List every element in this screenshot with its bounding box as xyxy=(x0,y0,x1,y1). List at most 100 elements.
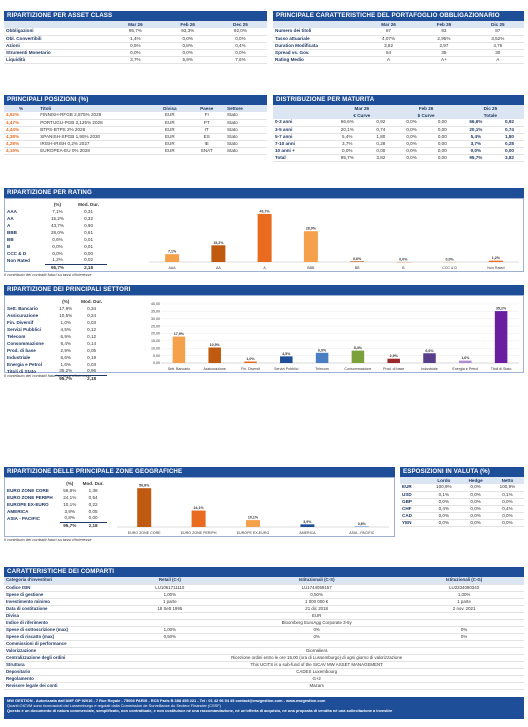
col-header: Totale xyxy=(456,112,524,119)
bar-3 xyxy=(300,524,315,527)
row-label: A xyxy=(7,222,11,228)
bar-0 xyxy=(137,488,152,527)
table-row: Obl. Convertibili 1,4% 0,0% 0,0% xyxy=(4,35,267,43)
table-row: Spese di sottoscrizione (max) 1,00% 0% 0% xyxy=(4,626,524,634)
cell-value: 0% xyxy=(229,633,405,641)
row-label: BBB xyxy=(7,229,17,235)
data-label: 3,9% xyxy=(303,520,312,524)
cell-value: 21 dic 2018 xyxy=(229,605,405,613)
cell-value: 1,00% xyxy=(110,591,230,599)
footer-line-3: Questo è un documento di natura commerci… xyxy=(7,708,393,713)
y-tick-label: 0,00 xyxy=(153,361,160,365)
data-label: 1,2% xyxy=(492,256,501,260)
maturity-panel: DISTRIBUZIONE PER MATURITA Mar 26 Feb 26 D… xyxy=(273,95,524,162)
x-tick-label: AAA xyxy=(169,266,177,270)
col-header: Titoli xyxy=(38,105,152,112)
cell-value: 92,0% xyxy=(213,28,267,36)
table-row: EURO ZONE PERIPH 24,1% 0,54 xyxy=(5,494,107,501)
x-tick-label: ASIA - PACIFIC xyxy=(349,531,374,535)
row-label: Spread vs. Gov. xyxy=(273,49,361,57)
cell-value: 0,0% xyxy=(490,512,524,520)
cell-value: 0,0% xyxy=(395,126,428,134)
col-header: $ Curve xyxy=(395,112,457,119)
cell-value: 0,0% xyxy=(395,140,428,148)
col-header: Feb 26 xyxy=(416,21,472,28)
cell-value: 0,0% xyxy=(213,49,267,57)
row-label: Liquidità xyxy=(4,56,110,64)
table-row: 4,62% FINNISH-RFGB 2,875% 2029 EUR FI Stato xyxy=(4,112,267,120)
maturity-table: Mar 26 Feb 26 Dic 25 € Curve $ Curve Totale … xyxy=(273,105,524,162)
cell-value: 0,22 xyxy=(88,501,98,507)
cell-value: 0,0% xyxy=(427,512,461,520)
position-weight: 4,28% xyxy=(4,140,39,148)
row-label: Rating Medio xyxy=(273,56,361,64)
sectors-panel: RIPARTIZIONE DEI PRINCIPALI SETTORI (%) M… xyxy=(4,285,524,382)
row-label: USD xyxy=(400,491,428,499)
table-row: Obbligazioni 95,7% 93,3% 92,0% xyxy=(4,28,267,36)
bar-0 xyxy=(172,336,186,363)
cell-value: 0,0% xyxy=(490,519,524,527)
compart-table: Categoria d'investitori Retail (C-I) Istit… xyxy=(4,577,524,690)
table-row: Regolamento G+2 xyxy=(4,675,524,683)
position-weight: 4,19% xyxy=(4,147,39,155)
table-row: BB 0,6% 0,01 xyxy=(5,236,107,243)
bar-1 xyxy=(208,347,221,363)
cell-value: 0,50% xyxy=(110,633,230,641)
cell-value: 1,4% xyxy=(109,35,162,43)
row-label: Titoli di Stato xyxy=(7,368,37,374)
row-label: 0-3 anni xyxy=(273,119,329,127)
cell-value: 30 xyxy=(471,49,524,57)
table-row: EUR 100,9% 0,0% 100,9% xyxy=(400,484,524,492)
cell-value: 0,00 xyxy=(427,140,457,148)
cell-value xyxy=(404,654,524,662)
table-row: Consommazione 8,4% 0,14 xyxy=(5,340,107,347)
cell-value: This UCITS is a sub-fund of the SICAV MW… xyxy=(229,661,405,669)
total-value: 95,7% xyxy=(55,374,77,382)
cell-value: 0,8% xyxy=(64,515,75,521)
table-row: 4,28% IRISH-IRISH 0,2% 2027 EUR IE Stato xyxy=(4,140,267,148)
cell-value: 0,0% xyxy=(395,147,428,155)
table-row: CAD 0,0% 0,0% 0,0% xyxy=(400,512,524,520)
positions-panel: PRINCIPALI POSIZIONI (%) % Titoli Divisa Pa… xyxy=(4,95,267,155)
cell-value: A+ xyxy=(416,56,472,64)
cell-value xyxy=(404,640,524,648)
cell-value: BTPS-BTPS 2% 2028 xyxy=(38,126,152,134)
cell-value: 20,1% xyxy=(328,126,367,134)
cell-value: LU1744059157 xyxy=(229,584,405,592)
rating-panel: RIPARTIZIONE PER RATING (%) Mod. Dur. AAA… xyxy=(4,188,524,277)
cell-value: 0,00 xyxy=(427,119,457,127)
footer: MW GESTION - Autorizzata dall'AMF GP 920… xyxy=(4,697,524,719)
cell-value xyxy=(110,647,230,655)
table-row: Prod. di base 2,9% 0,05 xyxy=(5,347,107,354)
row-label: Telecom xyxy=(7,333,26,339)
cell-value: 93,3% xyxy=(161,28,214,36)
cell-value: 0,4% xyxy=(427,505,461,513)
data-label: 35,2% xyxy=(496,307,507,311)
cell-value: 1 000 000 € xyxy=(229,598,405,606)
data-label: 8,4% xyxy=(354,346,363,350)
row-label: Spese di sottoscrizione (max) xyxy=(4,626,111,634)
data-label: 28,0% xyxy=(306,227,317,231)
bar-9 xyxy=(494,311,508,363)
table-row: 5-7 anni 5,4% 1,80 0,0% 0,00 5,4% 1,80 xyxy=(273,133,524,141)
cell-value: EUR xyxy=(229,612,405,620)
x-tick-label: Titoli di Stato xyxy=(491,367,512,371)
col-header: Netto xyxy=(490,477,524,484)
bar-4 xyxy=(315,352,329,363)
table-row: Total 95,7% 3,82 0,0% 0,00 95,7% 3,82 xyxy=(273,154,524,162)
x-tick-label: EURO ZONE PERIPH xyxy=(181,531,217,535)
cell-value: 0,0% xyxy=(213,35,267,43)
cell-value: 66,6% xyxy=(456,119,495,127)
cell-value: 0% xyxy=(404,626,524,634)
cell-value: 0,24 xyxy=(87,312,97,318)
row-label: CHF xyxy=(400,505,428,513)
rating-title: RIPARTIZIONE PER RATING xyxy=(4,188,524,198)
y-tick-label: 40,00 xyxy=(151,302,160,306)
cell-value: 0,90 xyxy=(84,222,94,228)
cell-value: 0,14 xyxy=(87,340,97,346)
x-tick-label: Sett. Bancario xyxy=(168,367,191,371)
cell-value: FI xyxy=(188,112,226,120)
table-row: Titoli di Stato 35,2% 0,96 xyxy=(5,368,107,375)
cell-value: 66,6% xyxy=(328,119,367,127)
table-row: Rating Medio A A+ A xyxy=(273,56,524,64)
